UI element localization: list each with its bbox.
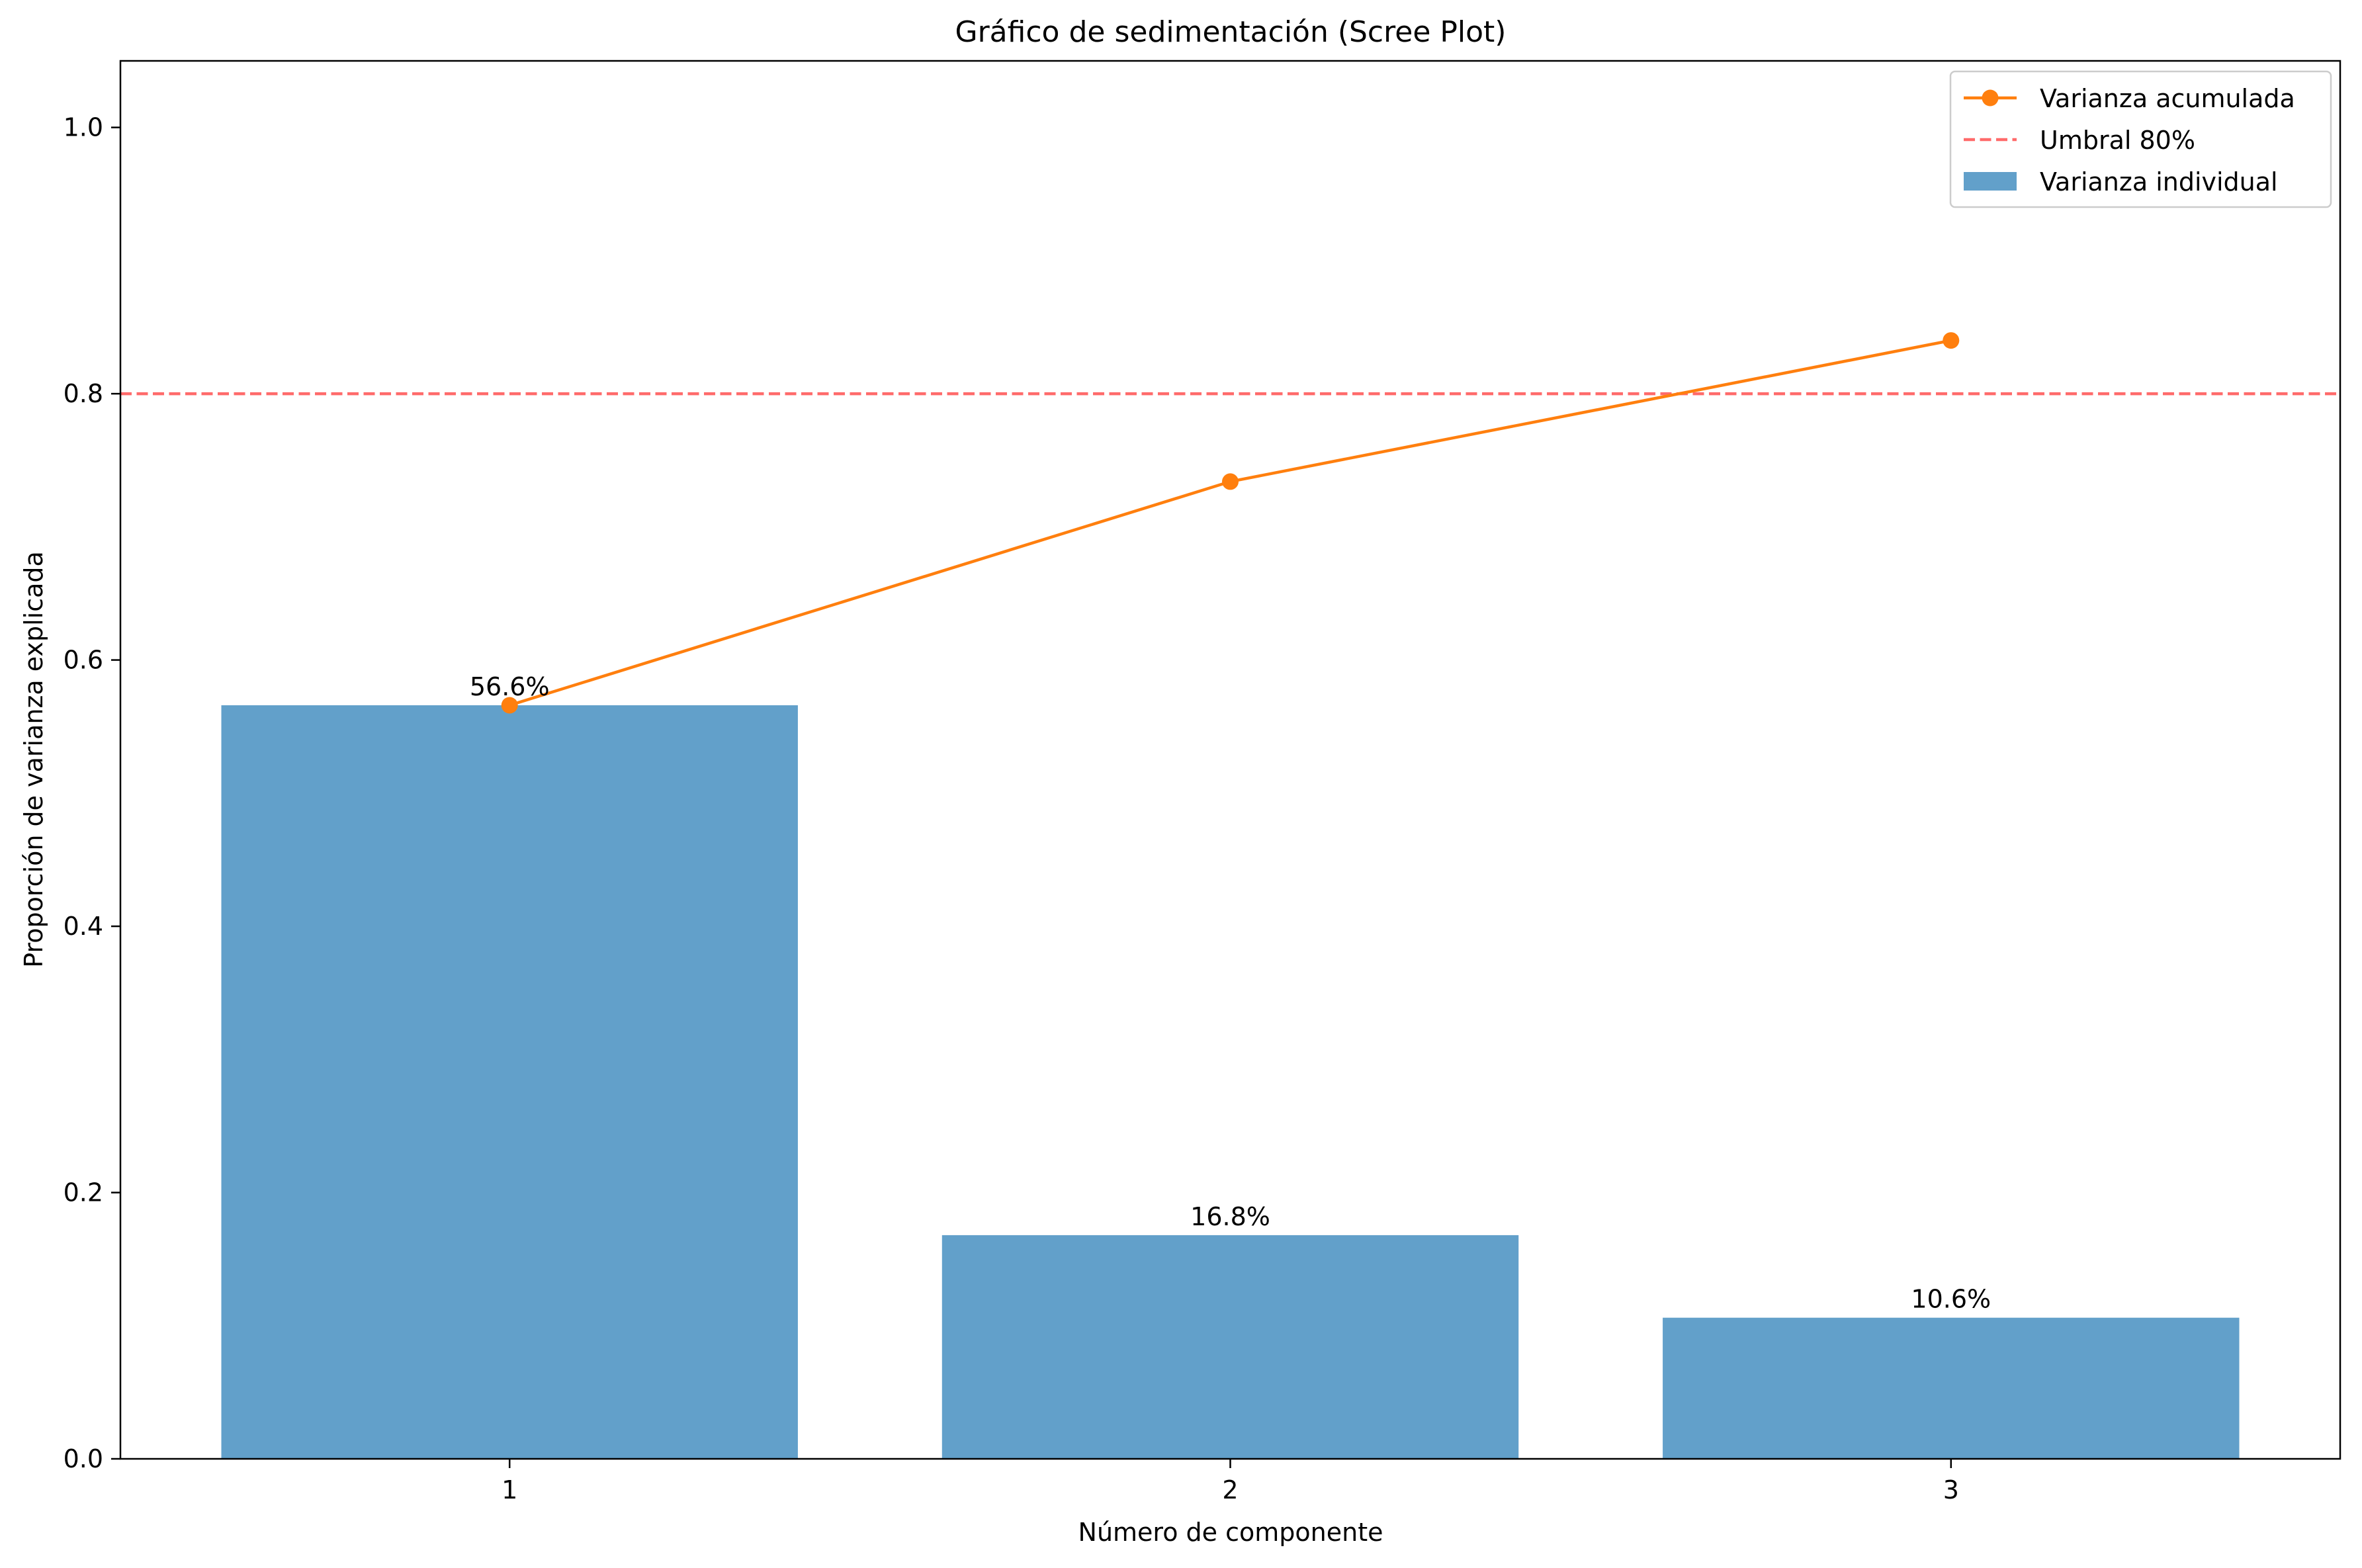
bar-value-label: 10.6%: [1911, 1285, 1991, 1314]
x-tick-label: 2: [1222, 1475, 1238, 1504]
bar-value-label: 16.8%: [1190, 1202, 1270, 1231]
legend-label-cumulative: Varianza acumulada: [2040, 84, 2295, 113]
chart-title: Gráfico de sedimentación (Scree Plot): [955, 15, 1507, 49]
legend-label-threshold: Umbral 80%: [2040, 126, 2195, 155]
legend-handle-individual: [1964, 172, 2017, 191]
bar-labels-layer: 56.6% 16.8% 10.6%: [470, 672, 1991, 1314]
legend-label-individual: Varianza individual: [2040, 167, 2278, 196]
y-axis-label: Proporción de varianza explicada: [19, 551, 48, 968]
cumulative-point-1: [501, 697, 518, 714]
bar-component-2: [941, 1235, 1519, 1459]
x-axis-label: Número de componente: [1078, 1518, 1383, 1547]
y-tick-label: 0.4: [64, 912, 103, 941]
legend: Varianza acumulada Umbral 80% Varianza ind…: [1949, 70, 2332, 208]
y-tick-label: 0.8: [64, 379, 103, 408]
y-tick-label: 1.0: [64, 113, 103, 142]
x-tick-label: 1: [502, 1475, 517, 1504]
bar-component-1: [221, 705, 798, 1459]
y-tick-label: 0.6: [64, 646, 103, 675]
y-axis: 0.0 0.2 0.4 0.6 0.8 1.0: [64, 113, 120, 1473]
y-tick-label: 0.2: [64, 1178, 103, 1207]
cumulative-point-2: [1222, 473, 1239, 490]
legend-marker-cumulative: [1982, 89, 1999, 107]
legend-box: [1949, 70, 2332, 208]
y-tick-label: 0.0: [64, 1444, 103, 1473]
x-tick-label: 3: [1943, 1475, 1959, 1504]
bars-layer: [221, 705, 2240, 1459]
bar-component-3: [1663, 1317, 2240, 1459]
x-axis: 1 2 3: [502, 1459, 1959, 1504]
cumulative-line-layer: [501, 332, 1960, 714]
cumulative-point-3: [1943, 332, 1960, 349]
bar-value-label: 56.6%: [470, 672, 550, 701]
